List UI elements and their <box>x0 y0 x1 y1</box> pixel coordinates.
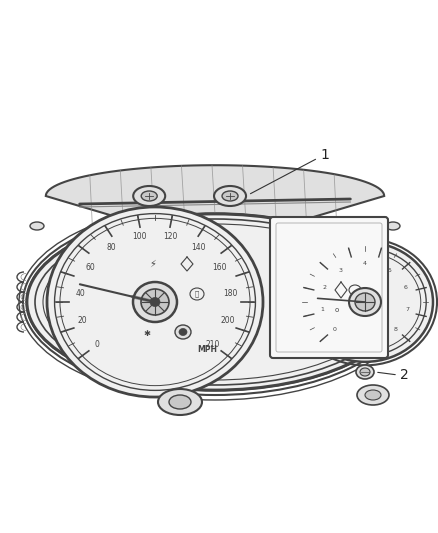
Ellipse shape <box>349 288 381 316</box>
Text: 6: 6 <box>403 285 407 290</box>
Text: 60: 60 <box>85 263 95 272</box>
Ellipse shape <box>150 297 160 306</box>
Text: ✱: ✱ <box>144 329 151 338</box>
Text: 2: 2 <box>400 368 409 382</box>
Text: 200: 200 <box>220 316 235 325</box>
Ellipse shape <box>360 368 370 376</box>
Ellipse shape <box>386 222 400 230</box>
Text: 8: 8 <box>394 327 398 332</box>
Ellipse shape <box>30 222 44 230</box>
Text: 2: 2 <box>323 285 327 290</box>
Text: 4: 4 <box>363 261 367 266</box>
Text: 120: 120 <box>163 232 178 241</box>
Text: 5: 5 <box>387 268 391 273</box>
Text: 7: 7 <box>406 307 410 312</box>
Ellipse shape <box>214 186 246 206</box>
Ellipse shape <box>141 289 169 315</box>
Ellipse shape <box>141 191 157 201</box>
Polygon shape <box>27 165 403 302</box>
Ellipse shape <box>60 219 250 386</box>
Text: MPH: MPH <box>197 345 217 354</box>
Text: 3: 3 <box>339 268 343 273</box>
Text: ⚡: ⚡ <box>149 259 156 269</box>
Text: 160: 160 <box>212 263 227 272</box>
Ellipse shape <box>133 282 177 322</box>
Ellipse shape <box>47 207 263 397</box>
Text: 0: 0 <box>332 327 336 332</box>
Text: 1: 1 <box>320 307 324 312</box>
Text: 1: 1 <box>320 148 329 162</box>
Ellipse shape <box>175 325 191 339</box>
Ellipse shape <box>297 242 433 362</box>
Ellipse shape <box>169 395 191 409</box>
Text: 80: 80 <box>106 243 116 252</box>
Ellipse shape <box>309 253 421 351</box>
Ellipse shape <box>179 328 187 335</box>
Ellipse shape <box>357 385 389 405</box>
Text: 20: 20 <box>78 316 87 325</box>
Text: 140: 140 <box>191 243 206 252</box>
Ellipse shape <box>27 214 403 390</box>
FancyBboxPatch shape <box>270 217 388 358</box>
Ellipse shape <box>27 214 403 390</box>
Text: 210: 210 <box>206 340 220 349</box>
Ellipse shape <box>356 365 374 379</box>
Ellipse shape <box>222 191 238 201</box>
Ellipse shape <box>355 293 375 311</box>
Text: 40: 40 <box>75 289 85 298</box>
Ellipse shape <box>133 186 165 206</box>
Text: ⛽: ⛽ <box>195 290 199 297</box>
Text: 0: 0 <box>95 340 99 349</box>
Ellipse shape <box>158 389 202 415</box>
Text: o: o <box>335 307 339 313</box>
Ellipse shape <box>365 390 381 400</box>
Text: 180: 180 <box>223 289 237 298</box>
Text: 100: 100 <box>132 232 147 241</box>
